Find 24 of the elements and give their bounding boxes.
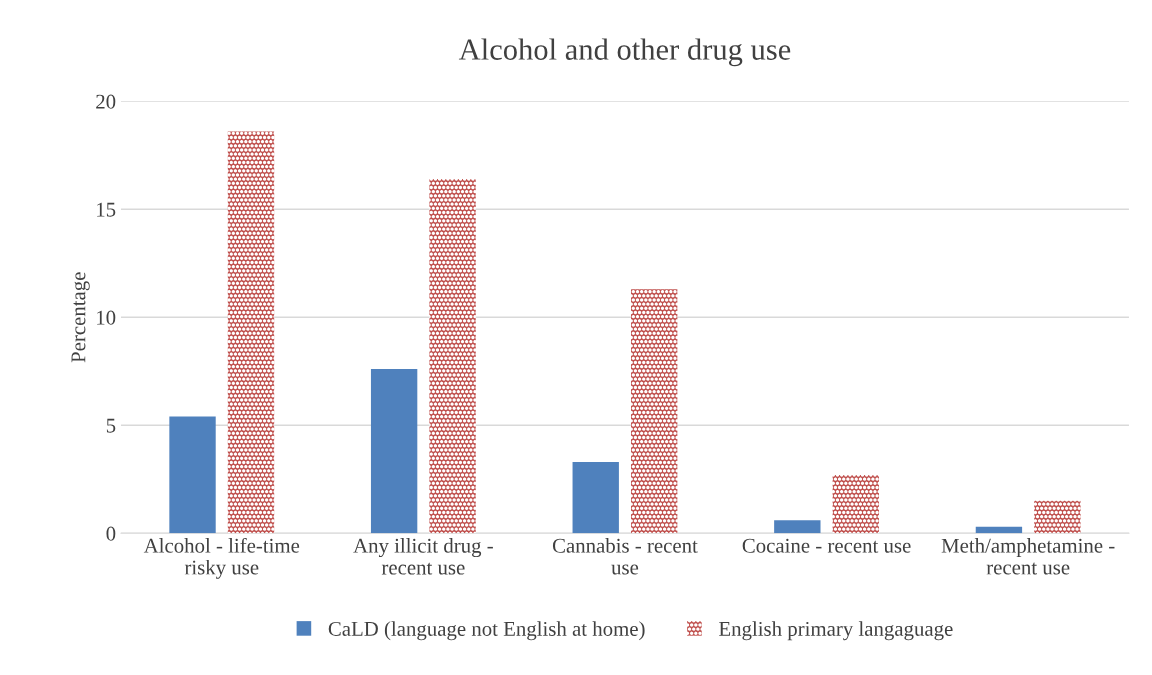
x-tick-label: Meth/amphetamine - recent use xyxy=(941,538,1115,575)
y-tick-label: 0 xyxy=(106,526,116,541)
bar xyxy=(975,526,1023,534)
x-tick-label: Cannabis - recent use xyxy=(552,538,698,575)
bar xyxy=(572,461,619,534)
legend-label: English primary langaguage xyxy=(719,621,953,641)
bar xyxy=(370,369,418,534)
y-tick-label: 15 xyxy=(97,202,116,217)
y-axis-title: Percentage xyxy=(71,272,90,363)
bar xyxy=(429,179,476,534)
x-tick-label: Any illicit drug - recent use xyxy=(353,538,493,575)
x-tick-label: Alcohol - life-time risky use xyxy=(143,537,300,579)
bar xyxy=(1034,500,1081,534)
chart-title: Alcohol and other drug use xyxy=(458,38,791,67)
bar xyxy=(169,416,216,534)
x-tick-label: Cocaine - recent use xyxy=(742,538,911,553)
bar xyxy=(832,474,879,534)
bar xyxy=(774,520,821,534)
bar xyxy=(631,289,678,534)
bar xyxy=(227,131,275,534)
y-tick-label: 10 xyxy=(97,310,116,325)
y-tick-label: 5 xyxy=(106,418,116,433)
legend-label: CaLD (language not English at home) xyxy=(328,621,645,641)
y-tick-label: 20 xyxy=(96,94,116,109)
